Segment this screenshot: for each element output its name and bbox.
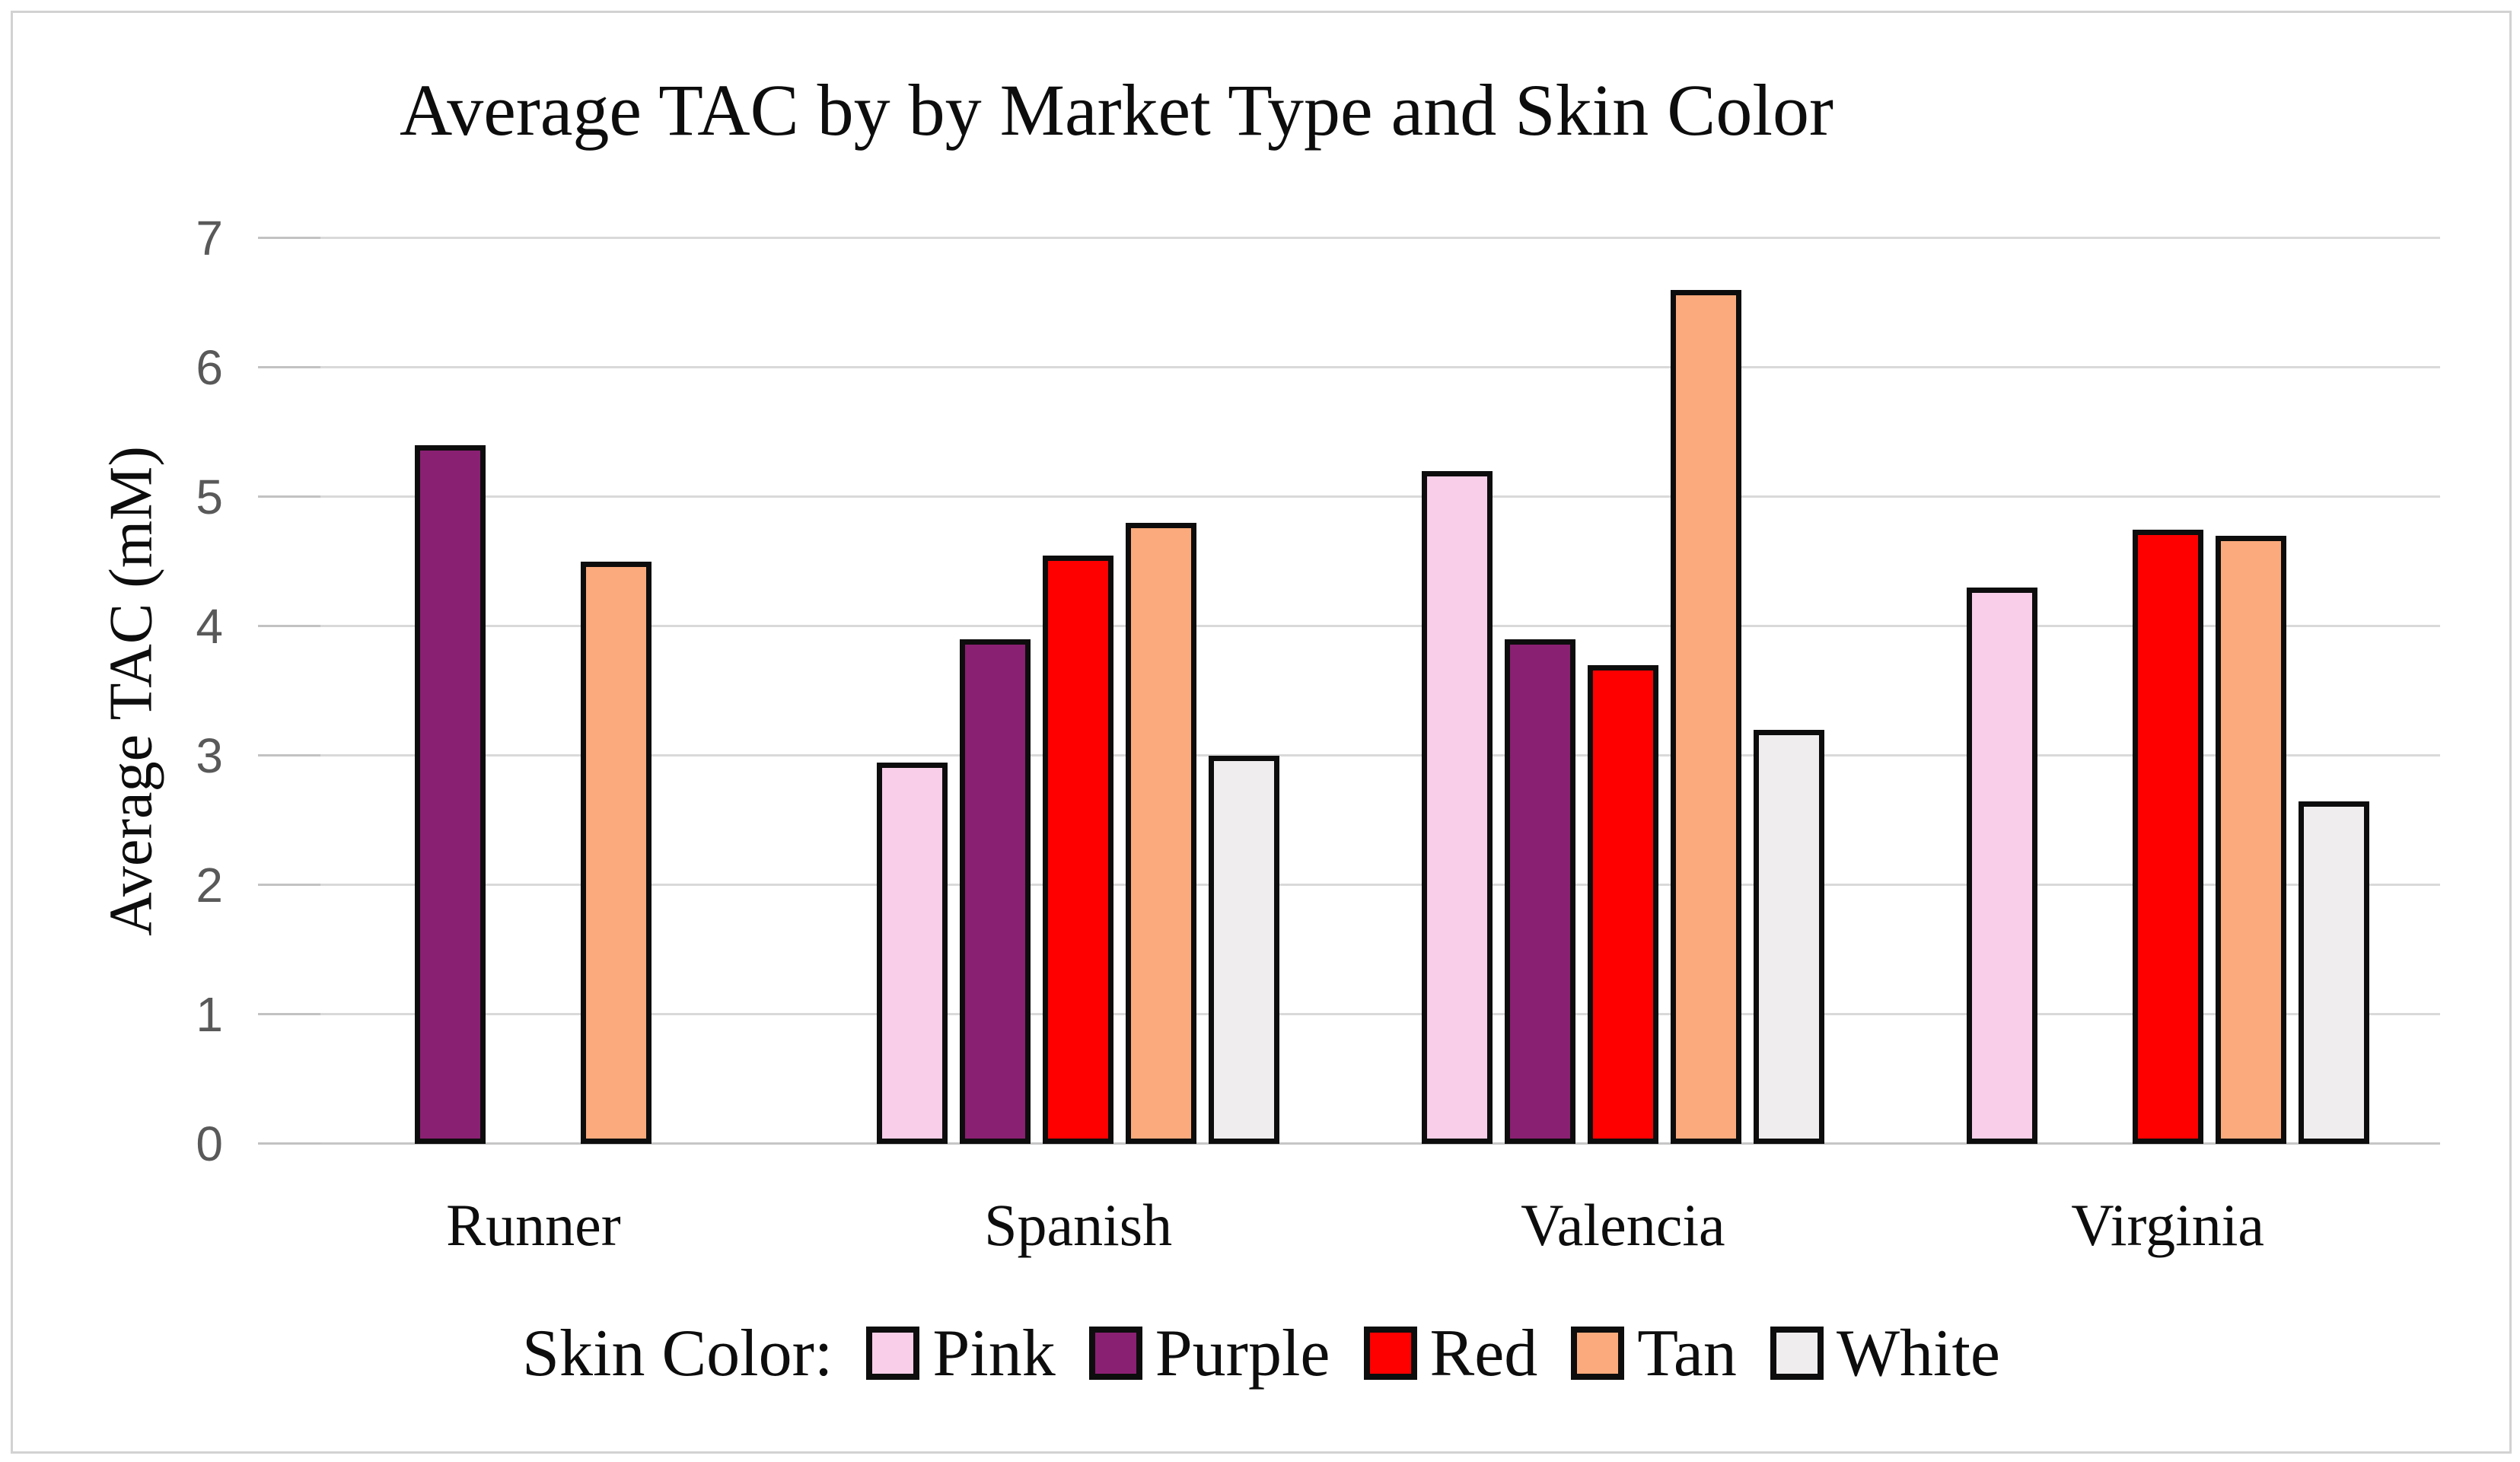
y-tickmark-5 [258, 495, 320, 498]
y-tickmark-6 [258, 366, 320, 368]
legend: Skin Color: Pink Purple Red Tan White [13, 1296, 2509, 1410]
gridline-5 [261, 495, 2440, 498]
category-label-runner: Runner [446, 1192, 621, 1258]
y-tickmark-0 [258, 1142, 320, 1145]
y-tickmark-3 [258, 754, 320, 756]
bar-group-runner [261, 238, 806, 1144]
x-axis-category-labels: Runner Spanish Valencia Virginia [261, 1191, 2440, 1260]
bar-valencia-purple [1504, 639, 1575, 1144]
y-axis-tick-labels: 0 1 2 3 4 5 6 7 [13, 214, 223, 1168]
bar-valencia-red [1587, 665, 1658, 1144]
bar-spanish-pink [877, 762, 948, 1144]
chart-title: Average TAC by by Market Type and Skin C… [400, 69, 1833, 151]
bar-spanish-red [1043, 555, 1114, 1144]
y-tick-label-0: 0 [196, 1116, 223, 1171]
legend-swatch-white [1770, 1327, 1824, 1380]
y-tickmark-1 [258, 1013, 320, 1015]
y-tick-label-5: 5 [196, 470, 223, 524]
category-label-spanish: Spanish [984, 1192, 1173, 1258]
bar-spanish-purple [960, 639, 1031, 1144]
gridline-3 [261, 754, 2440, 756]
legend-swatch-tan [1571, 1327, 1625, 1380]
bar-virginia-tan [2215, 536, 2286, 1144]
y-tick-label-2: 2 [196, 858, 223, 913]
legend-item-pink: Pink [866, 1315, 1056, 1392]
gridline-7 [261, 237, 2440, 239]
bar-valencia-white [1753, 730, 1824, 1144]
y-tickmark-2 [258, 884, 320, 886]
y-tick-label-3: 3 [196, 728, 223, 783]
gridline-1 [261, 1013, 2440, 1015]
gridline-4 [261, 625, 2440, 627]
legend-swatch-purple [1088, 1327, 1142, 1380]
legend-item-tan: Tan [1571, 1315, 1737, 1392]
category-label-virginia: Virginia [2071, 1192, 2265, 1258]
bar-runner-purple [415, 445, 486, 1144]
legend-title: Skin Color: [522, 1316, 833, 1390]
y-tick-label-1: 1 [196, 987, 223, 1042]
legend-swatch-pink [866, 1327, 920, 1380]
gridline-2 [261, 884, 2440, 886]
chart-figure: Average TAC by by Market Type and Skin C… [11, 11, 2512, 1454]
bar-group-spanish [806, 238, 1351, 1144]
y-tick-label-6: 6 [196, 340, 223, 395]
legend-item-purple: Purple [1088, 1315, 1330, 1392]
plot-area [258, 237, 2440, 1145]
bar-valencia-pink [1421, 471, 1493, 1144]
legend-item-white: White [1770, 1315, 2000, 1392]
bar-group-valencia [1351, 238, 1896, 1144]
legend-label-pink: Pink [932, 1316, 1056, 1390]
bar-virginia-red [2132, 529, 2203, 1144]
bar-spanish-white [1209, 756, 1280, 1144]
legend-label-white: White [1836, 1316, 2000, 1390]
y-tickmark-7 [258, 237, 320, 239]
gridline-6 [261, 366, 2440, 368]
bar-virginia-pink [1966, 588, 2037, 1144]
bar-runner-tan [581, 562, 652, 1144]
legend-label-purple: Purple [1155, 1316, 1330, 1390]
legend-item-red: Red [1363, 1315, 1538, 1392]
y-tick-label-4: 4 [196, 599, 223, 654]
bars-container [261, 238, 2440, 1144]
bar-virginia-white [2298, 801, 2369, 1144]
bar-valencia-tan [1670, 290, 1741, 1144]
category-label-valencia: Valencia [1521, 1192, 1725, 1258]
y-tick-label-7: 7 [196, 211, 223, 266]
legend-label-red: Red [1429, 1316, 1538, 1390]
bar-spanish-tan [1126, 523, 1197, 1144]
legend-swatch-red [1363, 1327, 1417, 1380]
legend-label-tan: Tan [1637, 1316, 1737, 1390]
y-tickmark-4 [258, 625, 320, 627]
bar-group-virginia [1895, 238, 2440, 1144]
gridline-0 [261, 1142, 2440, 1145]
